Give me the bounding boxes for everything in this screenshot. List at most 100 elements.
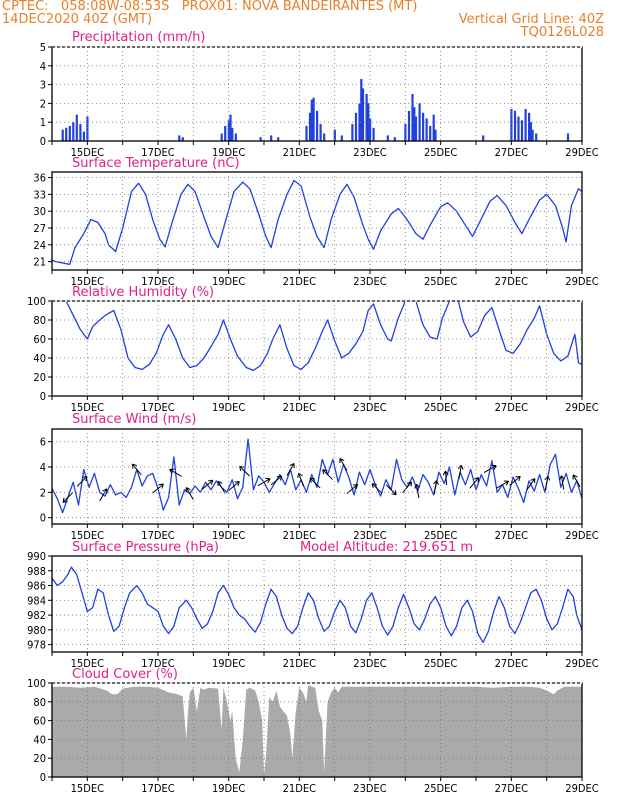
- temp-title: Surface Temperature (nC): [72, 156, 240, 171]
- temp-ytick-label: 36: [33, 172, 46, 185]
- precip-bar: [422, 112, 425, 141]
- precip-ytick-label: 0: [40, 135, 46, 148]
- wind-arrow: [99, 488, 108, 502]
- wind-title: Surface Wind (m/s): [72, 412, 196, 427]
- cloud-title: Cloud Cover (%): [72, 667, 178, 682]
- wind-arrow: [185, 487, 194, 500]
- precip-bar: [520, 120, 524, 141]
- cloud-xtick-label: 15DEC: [71, 782, 104, 795]
- pressure-xtick-label: 29DEC: [565, 657, 598, 670]
- rh-xtick-label: 21DEC: [283, 401, 316, 414]
- temp-ytick-label: 30: [33, 205, 46, 218]
- temp-xtick-label: 19DEC: [212, 275, 245, 288]
- rh-xtick-label: 19DEC: [212, 401, 245, 414]
- wind-arrow: [152, 483, 164, 494]
- wind-arrow: [239, 465, 250, 477]
- precip-bar: [535, 133, 538, 141]
- precip-bar: [360, 79, 363, 141]
- precip-bar: [432, 114, 435, 141]
- precip-bar: [531, 129, 534, 141]
- temp-ytick-label: 33: [33, 188, 46, 201]
- pressure-ytick-label: 990: [27, 550, 46, 563]
- precip-bar: [566, 133, 570, 141]
- cloud-xtick-label: 19DEC: [212, 782, 245, 795]
- wind-arrow: [270, 475, 283, 486]
- precip-bar: [61, 129, 64, 141]
- precip-xtick-label: 27DEC: [495, 146, 528, 159]
- precip-ytick-label: 3: [40, 79, 46, 92]
- header-code: TQ0126L028: [520, 25, 604, 40]
- wind-arrow: [433, 480, 439, 495]
- rh-xtick-label: 29DEC: [565, 401, 598, 414]
- precip-ytick-label: 5: [40, 41, 46, 54]
- precip-bar: [75, 114, 78, 141]
- cloud-xtick-label: 27DEC: [495, 782, 528, 795]
- rh-ytick-label: 100: [27, 295, 46, 308]
- wind-xtick-label: 15DEC: [71, 529, 104, 542]
- precip-bar: [340, 135, 343, 141]
- temp-xtick-label: 29DEC: [565, 275, 598, 288]
- temp-ytick-label: 24: [33, 239, 46, 252]
- pressure-ytick-label: 988: [27, 565, 46, 578]
- pressure-xtick-label: 15DEC: [71, 657, 104, 670]
- rh-xtick-label: 23DEC: [353, 401, 386, 414]
- pressure-xtick-label: 17DEC: [141, 657, 174, 670]
- wind-frame: [51, 428, 583, 525]
- precip-ytick-label: 4: [40, 60, 46, 73]
- precip-bar: [404, 124, 407, 141]
- temp-frame: [51, 171, 583, 271]
- precip-bar: [358, 103, 361, 141]
- temp-xtick-label: 21DEC: [283, 275, 316, 288]
- wind-ytick-label: 0: [40, 512, 46, 525]
- wind-arrow: [339, 457, 348, 471]
- rh-ytick-label: 60: [33, 333, 46, 346]
- wind-arrow: [442, 470, 449, 486]
- wind-ytick-label: 2: [40, 486, 46, 499]
- cloud-xtick-label: 23DEC: [353, 782, 386, 795]
- temp-xtick-label: 17DEC: [141, 275, 174, 288]
- pressure-ytick-label: 986: [27, 580, 46, 593]
- precip-panel: Precipitation (mm/h) 0 1 2 3 4 5 15DEC 17DEC 19DE…: [40, 30, 599, 159]
- temp-xtick-label: 25DEC: [424, 275, 457, 288]
- precip-bar: [65, 127, 68, 141]
- wind-arrow: [257, 478, 271, 487]
- header-grid-note: Vertical Grid Line: 40Z: [458, 12, 604, 27]
- precip-bar: [224, 126, 227, 141]
- wind-xtick-label: 27DEC: [495, 529, 528, 542]
- wind-arrow: [309, 477, 321, 489]
- precip-bar: [82, 131, 85, 141]
- precip-bar: [312, 97, 315, 141]
- pressure-line: [51, 566, 583, 644]
- precip-bar: [68, 126, 71, 141]
- pressure-xtick-label: 25DEC: [424, 657, 457, 670]
- rh-xtick-label: 25DEC: [424, 401, 457, 414]
- pressure-ytick-label: 980: [27, 624, 46, 637]
- rh-xtick-label: 15DEC: [71, 401, 104, 414]
- pressure-ytick-label: 984: [27, 594, 46, 607]
- rh-xtick-label: 27DEC: [495, 401, 528, 414]
- rh-frame: [51, 300, 583, 397]
- precip-bar: [361, 88, 365, 141]
- header-station-line: CPTEC: 058:08W-08:53S PROX01: NOVA BANDE…: [2, 0, 418, 14]
- cloud-xtick-label: 21DEC: [283, 782, 316, 795]
- pressure-panel: Surface Pressure (hPa) Model Altitude: 21…: [27, 540, 599, 670]
- wind-line: [51, 438, 583, 514]
- rh-ytick-label: 80: [33, 314, 46, 327]
- wind-arrow: [62, 492, 74, 503]
- rh-ytick-label: 20: [33, 371, 46, 384]
- precip-bar: [259, 137, 262, 141]
- precip-bar: [178, 135, 181, 141]
- precip-bar: [411, 94, 414, 141]
- precip-bar: [310, 99, 313, 141]
- precip-bar: [418, 103, 421, 141]
- cloud-xtick-label: 25DEC: [424, 782, 457, 795]
- pressure-xtick-label: 19DEC: [212, 657, 245, 670]
- cloud-panel: Cloud Cover (%) 0 20 40 60 80 100 15DEC 17DEC 19D…: [27, 667, 599, 795]
- wind-ytick-label: 4: [40, 461, 46, 474]
- precip-bar: [425, 118, 428, 141]
- precip-bar: [413, 107, 416, 141]
- precip-bar: [227, 120, 230, 141]
- precip-bar: [529, 122, 532, 141]
- wind-arrow: [201, 479, 214, 490]
